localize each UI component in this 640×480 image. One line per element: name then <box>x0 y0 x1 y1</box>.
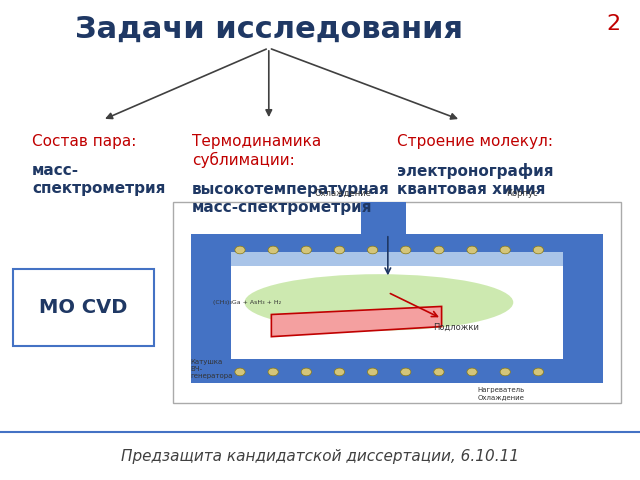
Circle shape <box>268 368 278 376</box>
Text: Нагреватель
Охлаждение: Нагреватель Охлаждение <box>477 387 525 400</box>
Bar <box>231 252 563 266</box>
Text: Задачи исследования: Задачи исследования <box>75 14 463 43</box>
Text: масс-
спектрометрия: масс- спектрометрия <box>32 163 165 196</box>
Text: Охлаждение: Охлаждение <box>315 189 371 198</box>
Circle shape <box>401 368 411 376</box>
Ellipse shape <box>244 274 513 331</box>
Bar <box>361 202 406 234</box>
Text: Катушка
ВЧ-
генератора: Катушка ВЧ- генератора <box>191 359 233 379</box>
Bar <box>173 202 621 403</box>
Bar <box>191 359 603 383</box>
Circle shape <box>533 246 543 254</box>
Circle shape <box>500 246 510 254</box>
Circle shape <box>467 368 477 376</box>
Text: 2: 2 <box>607 14 621 35</box>
Text: Корпус: Корпус <box>506 189 538 198</box>
Circle shape <box>401 246 411 254</box>
Circle shape <box>434 368 444 376</box>
Text: (CH₃)₃Ga + AsH₃ + H₂: (CH₃)₃Ga + AsH₃ + H₂ <box>213 300 281 305</box>
Circle shape <box>434 246 444 254</box>
Bar <box>563 234 603 383</box>
Circle shape <box>235 368 245 376</box>
Circle shape <box>367 368 378 376</box>
Circle shape <box>367 246 378 254</box>
Text: Состав пара:: Состав пара: <box>32 134 136 149</box>
Circle shape <box>334 246 344 254</box>
Bar <box>13 269 154 346</box>
Circle shape <box>301 368 312 376</box>
Text: Подложки: Подложки <box>433 323 479 332</box>
Bar <box>191 234 231 383</box>
Text: Термодинамика
сублимации:: Термодинамика сублимации: <box>192 134 321 168</box>
Text: высокотемпературная
масс-спектрометрия: высокотемпературная масс-спектрометрия <box>192 182 390 215</box>
Circle shape <box>268 246 278 254</box>
Circle shape <box>533 368 543 376</box>
Text: Строение молекул:: Строение молекул: <box>397 134 553 149</box>
Bar <box>191 234 603 258</box>
Text: МО CVD: МО CVD <box>39 298 127 317</box>
Bar <box>231 258 563 359</box>
Circle shape <box>301 246 312 254</box>
Text: Предзащита кандидатской диссертации, 6.10.11: Предзащита кандидатской диссертации, 6.1… <box>121 448 519 464</box>
Circle shape <box>334 368 344 376</box>
Circle shape <box>467 246 477 254</box>
Text: электронография
квантовая химия: электронография квантовая химия <box>397 163 554 197</box>
Circle shape <box>235 246 245 254</box>
Polygon shape <box>271 306 442 336</box>
Circle shape <box>500 368 510 376</box>
